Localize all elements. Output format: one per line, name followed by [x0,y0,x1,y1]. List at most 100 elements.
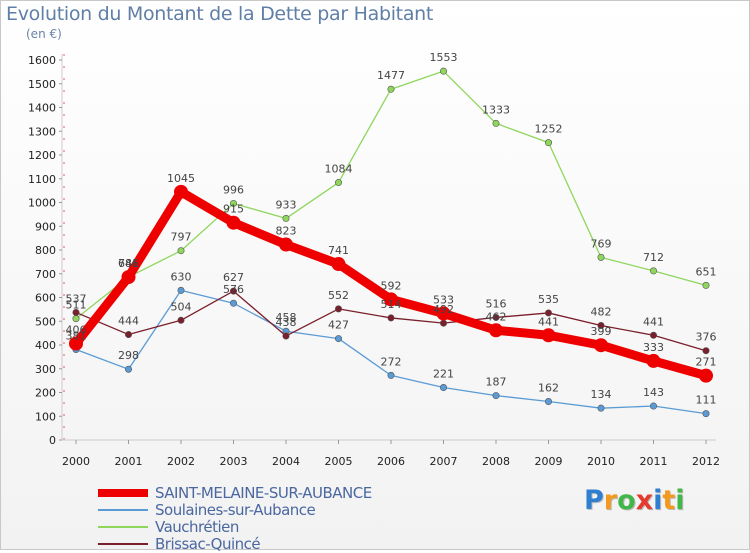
data-label-1: 187 [486,376,507,389]
x-tick-label: 2001 [115,455,143,468]
data-label-2: 797 [171,231,192,244]
data-label-0: 441 [538,315,559,328]
series-point-3 [177,316,185,324]
data-label-2: 651 [696,265,717,278]
series-point-0 [69,336,83,351]
data-label-0: 399 [591,325,612,338]
series-point-0 [489,323,503,338]
series-point-3 [125,331,133,339]
legend-swatch [98,509,148,511]
series-point-0 [594,338,608,353]
data-label-3: 516 [486,297,507,310]
data-label-1: 630 [171,270,192,283]
data-label-2: 996 [223,183,244,196]
data-label-0: 533 [433,293,454,306]
data-label-3: 504 [171,300,192,313]
legend-label: Soulaines-sur-Aubance [155,501,316,519]
series-point-3 [282,332,290,340]
data-label-0: 686 [118,257,139,270]
y-tick-label: 900 [35,220,56,233]
series-point-2 [702,281,710,289]
series-point-3 [702,347,710,355]
y-tick-label: 400 [35,339,56,352]
data-label-3: 376 [696,331,717,344]
data-label-0: 406 [66,324,87,337]
data-label-3: 514 [381,298,402,311]
data-label-0: 915 [223,203,244,216]
data-label-0: 592 [381,279,402,292]
series-point-2 [597,253,605,261]
y-tick-label: 500 [35,315,56,328]
series-point-1 [597,404,605,412]
x-tick-label: 2011 [640,455,668,468]
y-tick-label: 600 [35,292,56,305]
data-label-3: 438 [276,316,297,329]
series-point-1 [125,365,133,373]
series-point-0 [226,215,241,230]
series-point-2 [492,119,500,127]
series-point-0 [541,328,556,343]
logo-letter: t [662,485,676,516]
data-label-2: 1553 [430,51,458,64]
legend-swatch [98,526,148,528]
series-point-0 [121,270,136,285]
data-label-1: 162 [538,382,559,395]
series-point-2 [282,214,290,222]
logo-letter: o [617,485,636,516]
data-label-0: 823 [276,225,297,238]
data-label-3: 492 [433,303,454,316]
logo-letter: r [603,485,618,516]
series-point-1 [492,392,500,400]
data-label-3: 552 [328,289,349,302]
y-tick-label: 200 [35,387,56,400]
data-label-1: 576 [223,283,244,296]
logo-letter: P [584,485,604,516]
chart-title: Evolution du Montant de la Dette par Hab… [6,3,434,25]
y-tick-label: 1600 [28,54,56,67]
series-point-0 [646,353,661,368]
y-tick-label: 1200 [28,149,56,162]
y-tick-label: 1400 [28,102,56,115]
data-label-2: 511 [66,299,87,312]
data-label-3: 441 [643,315,664,328]
x-tick-label: 2004 [272,455,300,468]
data-label-1: 298 [118,349,139,362]
data-label-0: 1045 [167,172,195,185]
data-label-2: 1084 [325,163,353,176]
data-label-0: 271 [696,356,717,369]
legend-swatch [98,489,148,497]
x-tick-label: 2007 [430,455,458,468]
series-point-3 [597,322,605,330]
series-point-2 [72,315,80,323]
series-point-3 [439,319,447,327]
series-point-1 [649,402,657,410]
x-tick-label: 2000 [62,455,90,468]
legend-label: Brissac-Quincé [155,535,261,553]
x-tick-label: 2008 [482,455,510,468]
logo-letter: i [653,485,663,516]
series-point-3 [649,331,657,339]
unit-label: (en €) [26,27,62,41]
data-label-3: 627 [223,271,244,284]
series-point-2 [230,199,238,207]
x-tick-label: 2009 [535,455,563,468]
series-point-2 [649,267,657,275]
y-tick-label: 800 [35,244,56,257]
data-label-1: 272 [381,355,402,368]
data-label-1: 134 [591,388,612,401]
data-label-3: 535 [538,293,559,306]
series-point-3 [230,287,238,295]
data-label-2: 741 [118,257,139,270]
y-tick-label: 0 [49,434,56,447]
x-tick-label: 2006 [377,455,405,468]
series-point-3 [492,313,500,321]
series-point-3 [544,309,552,317]
series-point-0 [384,292,398,307]
x-tick-label: 2010 [587,455,615,468]
series-point-0 [699,368,713,383]
data-label-0: 741 [328,244,349,257]
x-tick-label: 2002 [167,455,195,468]
data-label-1: 381 [66,330,87,343]
series-point-2 [544,139,552,147]
y-tick-label: 1100 [28,173,56,186]
